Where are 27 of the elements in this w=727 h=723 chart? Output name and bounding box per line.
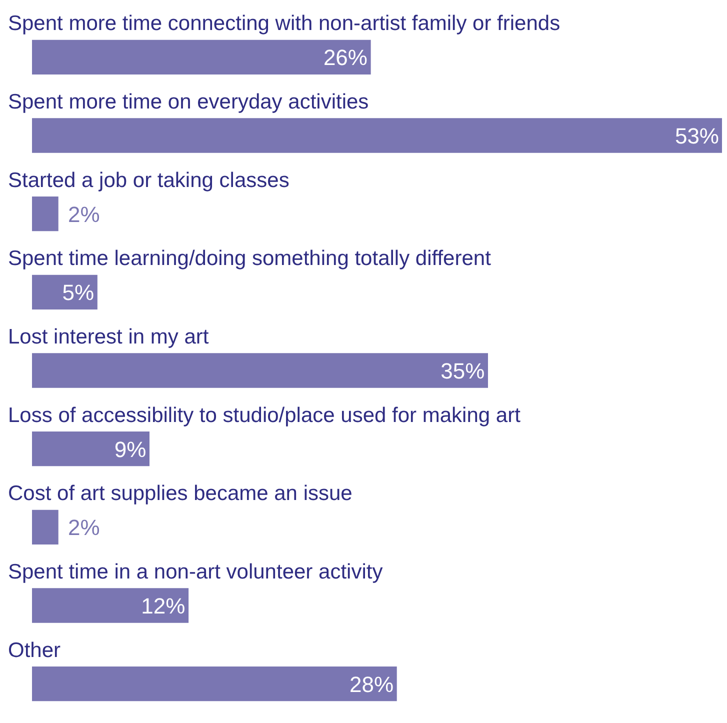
- y-tick-label: Started a job or taking classes: [8, 168, 290, 192]
- data-label: 35%: [440, 358, 485, 384]
- y-tick-label: Spent more time on everyday activities: [8, 90, 369, 114]
- data-label: 28%: [349, 672, 394, 697]
- bar: [32, 432, 150, 466]
- data-label: 2%: [68, 202, 100, 227]
- data-label: 2%: [68, 515, 100, 540]
- y-tick-label: Cost of art supplies became an issue: [8, 482, 352, 506]
- y-tick-label: Other: [8, 638, 61, 662]
- y-tick-label: Spent time in a non-art volunteer activity: [8, 560, 384, 584]
- data-label: 9%: [114, 436, 146, 462]
- bar: [32, 196, 58, 232]
- y-tick-label: Loss of accessibility to studio/place used for making art: [8, 404, 521, 427]
- y-tick-label: Lost interest in my art: [8, 326, 209, 348]
- bar: [32, 510, 58, 544]
- bar: [32, 588, 189, 623]
- data-label: 5%: [62, 280, 94, 306]
- bar: [32, 274, 98, 310]
- bar: [32, 666, 397, 702]
- data-label: 53%: [674, 124, 719, 149]
- bar: [32, 353, 488, 388]
- data-label: 12%: [141, 594, 186, 619]
- y-tick-label: Spent time learning/doing something totally different: [8, 247, 492, 270]
- bar: [32, 118, 722, 153]
- bar: [32, 40, 371, 74]
- data-label: 26%: [323, 45, 368, 70]
- y-tick-label: Spent more time connecting with non-artist family or friends: [8, 12, 560, 36]
